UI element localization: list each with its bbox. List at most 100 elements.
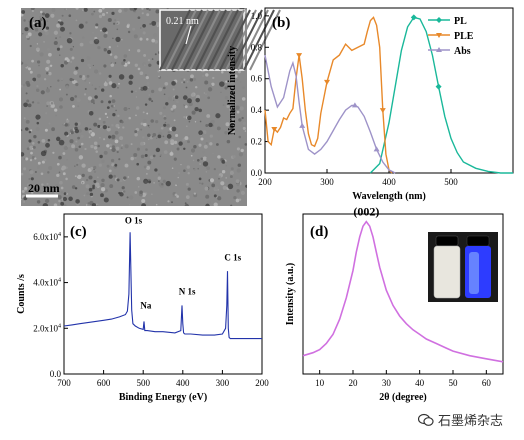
tem-grain [213, 202, 218, 206]
vial-cap-daylight [435, 235, 459, 247]
tem-nanodot [108, 100, 112, 104]
tem-grain [40, 172, 44, 176]
tem-grain [134, 156, 137, 160]
tem-grain [233, 195, 237, 200]
tem-grain [54, 108, 58, 112]
tem-grain [70, 61, 72, 63]
tem-grain [86, 74, 90, 78]
tem-grain [59, 54, 61, 56]
tem-nanodot [106, 106, 110, 109]
panel-d-plot-frame [302, 213, 504, 375]
tem-grain [59, 88, 62, 91]
tem-grain [58, 155, 62, 160]
tem-grain [86, 56, 91, 61]
tem-nanodot [221, 159, 226, 164]
tem-grain [86, 204, 88, 206]
tem-nanodot [174, 95, 179, 99]
tem-grain [44, 31, 49, 36]
legend-label-ple: PLE [454, 31, 474, 42]
tem-grain [126, 161, 128, 163]
tem-nanodot [35, 114, 41, 120]
tem-grain [114, 139, 119, 144]
tem-grain [194, 85, 198, 89]
tem-grain [65, 8, 68, 10]
tem-grain [106, 116, 109, 118]
tem-grain [159, 111, 163, 115]
tem-grain [106, 11, 108, 14]
tem-grain [236, 189, 240, 193]
tem-grain [235, 179, 240, 184]
tem-nanodot [36, 121, 40, 125]
tem-grain [82, 182, 84, 184]
tem-nanodot [112, 113, 116, 117]
tem-grain [66, 159, 68, 161]
tem-grain [140, 154, 145, 159]
tem-grain [235, 105, 240, 110]
tem-grain [44, 198, 50, 204]
tem-grain [110, 158, 115, 163]
tem-grain [39, 101, 42, 104]
tem-grain [101, 159, 105, 163]
tem-grain [121, 186, 125, 190]
tem-nanodot [88, 187, 93, 192]
tem-grain [88, 136, 91, 139]
tem-nanodot [215, 113, 221, 119]
tem-grain [32, 145, 36, 149]
tem-grain [29, 24, 33, 29]
tem-grain [237, 163, 242, 167]
x-tick-label: 600 [97, 378, 111, 388]
tem-grain [205, 142, 208, 145]
tem-grain [106, 127, 111, 132]
tem-grain [90, 143, 93, 145]
tem-grain [100, 183, 105, 188]
tem-grain [187, 140, 190, 144]
tem-grain [225, 80, 228, 83]
tem-grain [60, 190, 64, 194]
lattice-fringe [183, 9, 215, 71]
tem-grain [30, 151, 33, 155]
tem-grain [30, 8, 35, 11]
tem-grain [32, 148, 34, 150]
tem-grain [56, 173, 60, 178]
wechat-icon [418, 413, 434, 426]
tem-grain [57, 195, 62, 200]
tem-grain [77, 105, 80, 108]
tem-nanodot [93, 38, 100, 45]
tem-grain [26, 82, 31, 87]
x-tick-label: 40 [415, 378, 425, 388]
tem-grain [183, 104, 185, 106]
tem-grain [186, 165, 191, 169]
tem-grain [103, 150, 108, 155]
tem-grain [78, 129, 82, 133]
tem-grain [163, 93, 166, 96]
tem-grain [177, 176, 179, 179]
tem-grain [33, 135, 37, 139]
tem-grain [79, 42, 84, 47]
tem-grain [79, 75, 83, 78]
tem-nanodot [118, 191, 121, 195]
tem-nanodot [74, 187, 78, 190]
tem-grain [203, 92, 206, 94]
tem-grain [60, 186, 64, 190]
tem-grain [148, 63, 152, 67]
tem-grain [64, 8, 67, 11]
tem-grain [53, 203, 58, 206]
tem-nanodot [63, 192, 67, 196]
tem-grain [207, 87, 213, 92]
tem-nanodot [21, 10, 26, 14]
tem-grain [49, 64, 53, 67]
tem-grain [98, 117, 102, 121]
tem-nanodot [227, 183, 234, 190]
tem-nanodot [40, 150, 47, 157]
tem-grain [217, 196, 222, 201]
tem-grain [203, 144, 208, 149]
tem-grain [121, 120, 124, 124]
tem-nanodot [165, 180, 171, 187]
x-axis-label: Wavelength (nm) [352, 191, 426, 202]
tem-grain [148, 97, 152, 101]
tem-grain [98, 72, 102, 75]
abs-marker [373, 146, 380, 152]
tem-grain [31, 9, 35, 13]
tem-grain [43, 158, 47, 162]
